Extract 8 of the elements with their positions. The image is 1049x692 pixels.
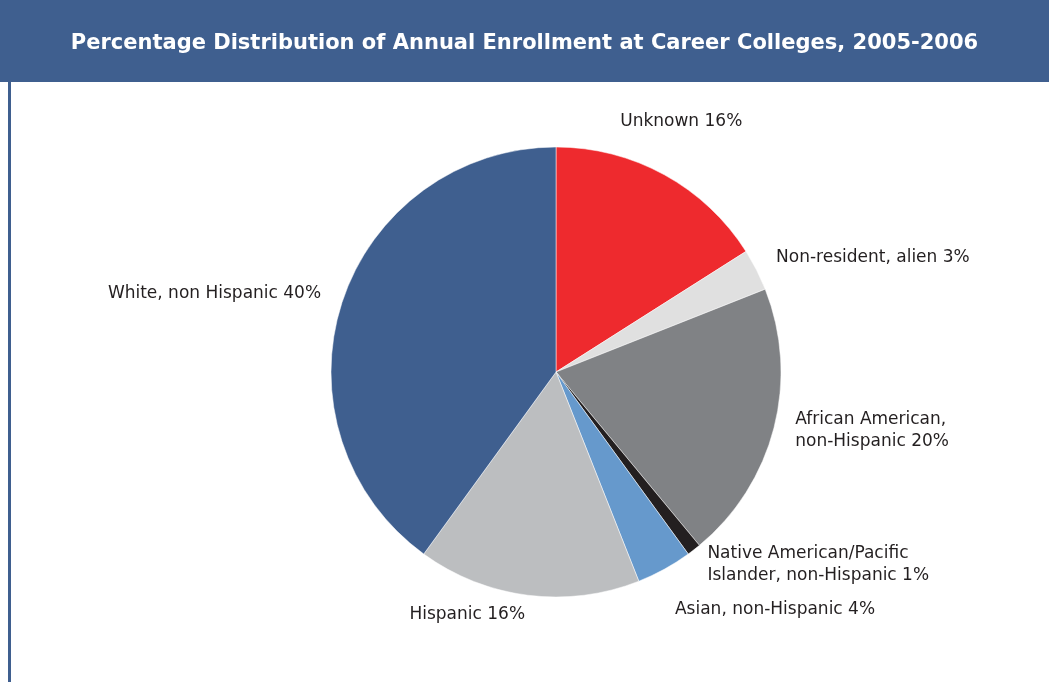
slice-label: Asian, non-Hispanic 4% (674, 598, 876, 619)
slice-label: African American, non-Hispanic 20% (795, 408, 949, 451)
slice-label: Non-resident, alien 3% (776, 245, 970, 266)
slice-label: Unknown 16% (620, 110, 743, 131)
slice-label: Hispanic 16% (409, 603, 526, 624)
slice-label: White, non Hispanic 40% (107, 281, 322, 302)
chart-title: Percentage Distribution of Annual Enrollment at Career Colleges, 2005-2006 (0, 0, 1049, 82)
slice-label: Native American/Pacific Islander, non-Hispanic 1% (707, 542, 930, 585)
